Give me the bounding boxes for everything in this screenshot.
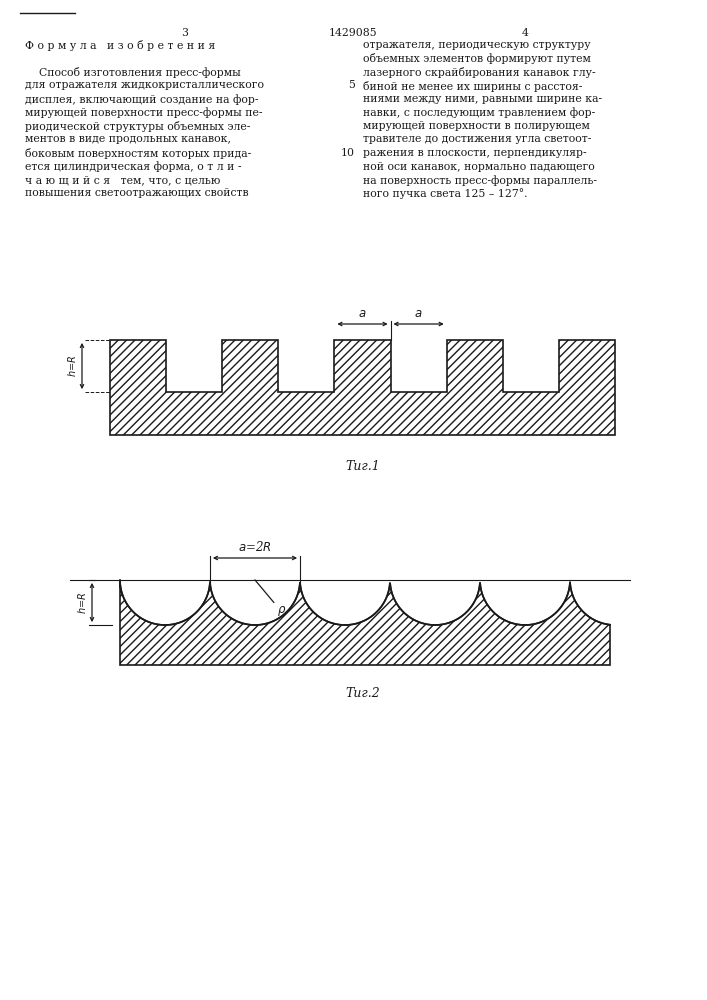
Text: Ф о р м у л а   и з о б р е т е н и я: Ф о р м у л а и з о б р е т е н и я — [25, 40, 215, 51]
Text: ментов в виде продольных канавок,: ментов в виде продольных канавок, — [25, 134, 231, 144]
Text: дисплея, включающий создание на фор-: дисплея, включающий создание на фор- — [25, 94, 259, 105]
Text: $a$: $a$ — [414, 307, 423, 320]
Text: ного пучка света 125 – 127°.: ного пучка света 125 – 127°. — [363, 188, 527, 199]
Text: ражения в плоскости, перпендикуляр-: ражения в плоскости, перпендикуляр- — [363, 148, 587, 158]
Text: $a$: $a$ — [358, 307, 367, 320]
Text: мирующей поверхности пресс-формы пе-: мирующей поверхности пресс-формы пе- — [25, 107, 262, 118]
Text: ется цилиндрическая форма, о т л и -: ется цилиндрическая форма, о т л и - — [25, 161, 242, 172]
Text: 1429085: 1429085 — [329, 28, 378, 38]
Polygon shape — [110, 340, 615, 435]
Text: биной не менее их ширины с расстоя-: биной не менее их ширины с расстоя- — [363, 81, 583, 92]
Text: Τиг.1: Τиг.1 — [346, 460, 380, 473]
Text: $h$=$R$: $h$=$R$ — [66, 355, 78, 377]
Polygon shape — [120, 580, 610, 665]
Text: на поверхность пресс-формы параллель-: на поверхность пресс-формы параллель- — [363, 175, 597, 186]
Text: травителе до достижения угла светоот-: травителе до достижения угла светоот- — [363, 134, 591, 144]
Text: ной оси канавок, нормально падающего: ной оси канавок, нормально падающего — [363, 161, 595, 172]
Text: Способ изготовления пресс-формы: Способ изготовления пресс-формы — [25, 67, 241, 78]
Text: 3: 3 — [182, 28, 189, 38]
Text: риодической структуры объемных эле-: риодической структуры объемных эле- — [25, 121, 250, 132]
Text: мирующей поверхности в полирующем: мирующей поверхности в полирующем — [363, 121, 590, 131]
Text: Τиг.2: Τиг.2 — [346, 687, 380, 700]
Text: $a$=2$R$: $a$=2$R$ — [238, 540, 271, 554]
Text: отражателя, периодическую структуру: отражателя, периодическую структуру — [363, 40, 590, 50]
Text: $\rho$: $\rho$ — [277, 604, 286, 618]
Text: лазерного скрайбирования канавок глу-: лазерного скрайбирования канавок глу- — [363, 67, 595, 78]
Text: ниями между ними, равными ширине ка-: ниями между ними, равными ширине ка- — [363, 94, 602, 104]
Text: $h$=$R$: $h$=$R$ — [76, 591, 88, 614]
Text: ч а ю щ и й с я   тем, что, с целью: ч а ю щ и й с я тем, что, с целью — [25, 175, 221, 185]
Text: 10: 10 — [341, 148, 355, 158]
Text: объемных элементов формируют путем: объемных элементов формируют путем — [363, 53, 591, 64]
Text: навки, с последующим травлением фор-: навки, с последующим травлением фор- — [363, 107, 595, 118]
Text: для отражателя жидкокристаллического: для отражателя жидкокристаллического — [25, 81, 264, 91]
Text: боковым поверхностям которых прида-: боковым поверхностям которых прида- — [25, 148, 251, 159]
Text: 5: 5 — [348, 81, 355, 91]
Text: 4: 4 — [522, 28, 528, 38]
Text: повышения светоотражающих свойств: повышения светоотражающих свойств — [25, 188, 249, 198]
